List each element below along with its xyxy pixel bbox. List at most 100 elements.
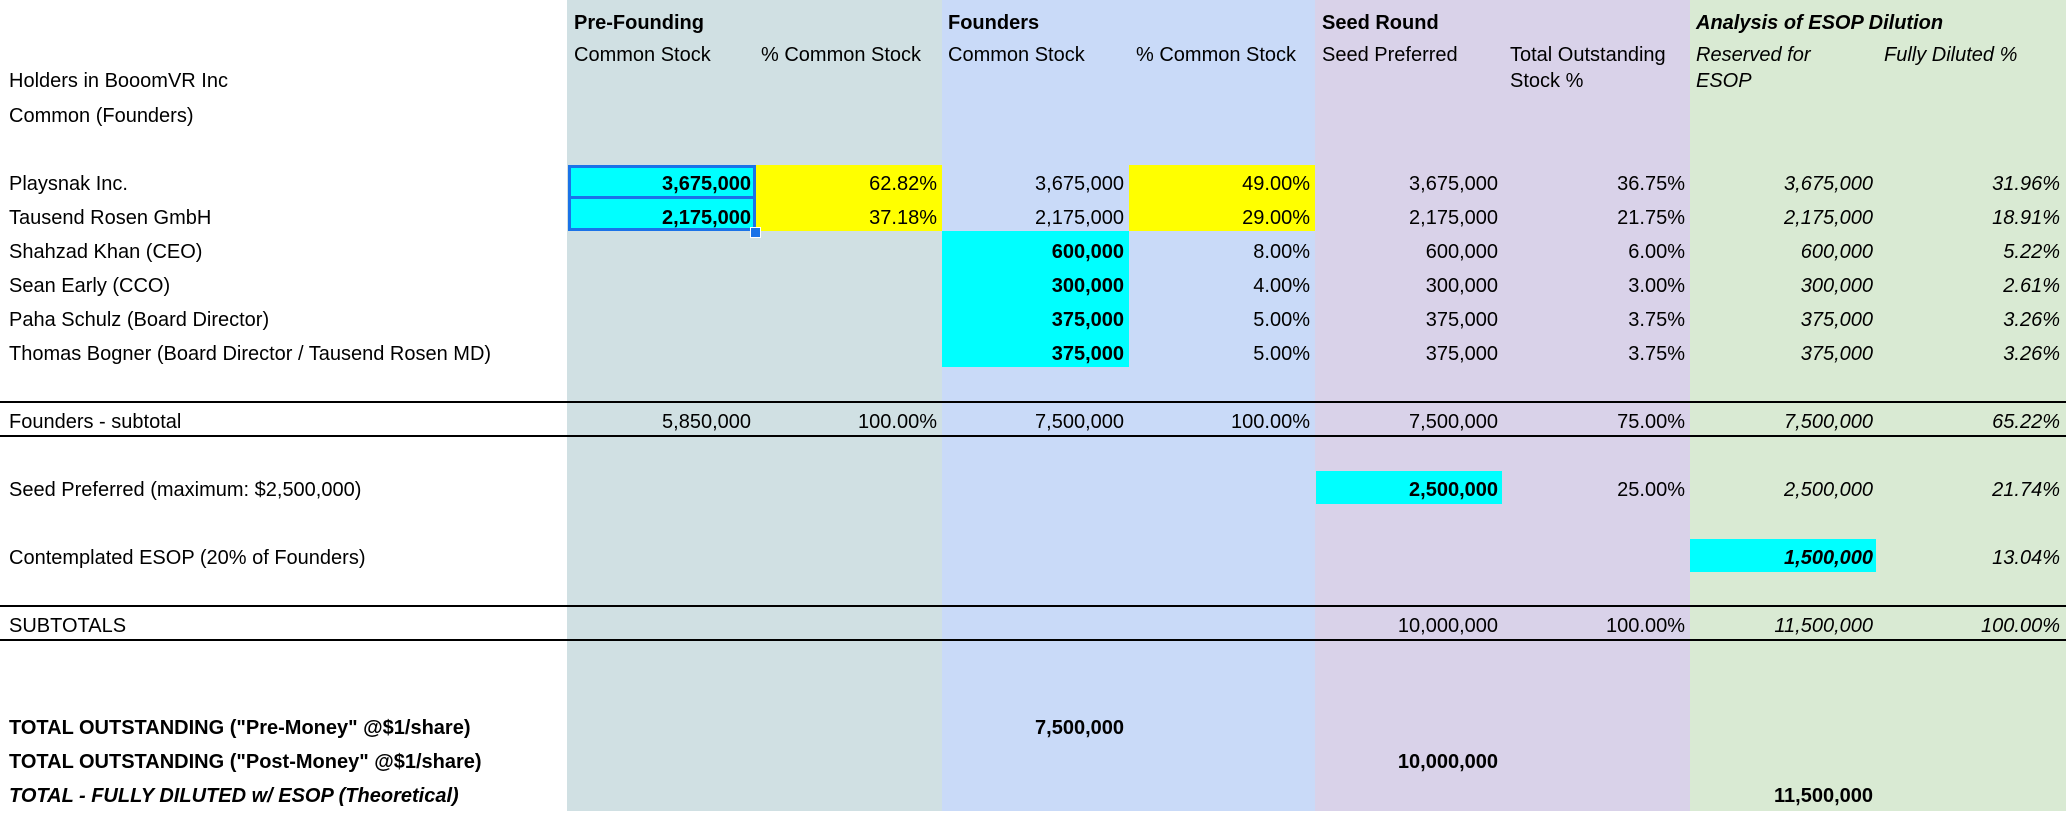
holder-pre-pct[interactable] (755, 239, 937, 265)
holder-total-outstanding[interactable]: 3.00% (1628, 275, 1685, 297)
subtotals-esop-reserved[interactable]: 11,500,000 (1774, 615, 1873, 637)
group-header-pre-founding: Pre-Founding (574, 12, 704, 34)
holder-total-outstanding[interactable]: 6.00% (1628, 241, 1685, 263)
subtotal-founders-stock[interactable]: 7,500,000 (1035, 411, 1124, 433)
esop-row-reserved[interactable]: 1,500,000 (1784, 547, 1873, 569)
subtotal-total-outstanding[interactable]: 75.00% (1617, 411, 1685, 433)
holder-seed-preferred[interactable]: 300,000 (1425, 275, 1498, 297)
holder-pre-pct[interactable]: 37.18% (869, 207, 937, 229)
divider-above-subtotals (0, 605, 2066, 607)
highlight-founders-pct (1129, 165, 1315, 231)
holder-total-outstanding[interactable]: 36.75% (1617, 173, 1685, 195)
subheader-pre-pct-common: % Common Stock (761, 44, 922, 66)
highlight-pre-pct (756, 165, 942, 231)
holder-pre-stock[interactable]: 2,175,000 (662, 207, 751, 229)
active-cell-outline[interactable] (568, 165, 756, 199)
subheader-pre-common-stock: Common Stock (574, 44, 711, 66)
holder-founders-stock[interactable]: 3,675,000 (1035, 173, 1124, 195)
holder-pre-stock[interactable] (567, 239, 751, 265)
highlight-tausend-pre-stock (568, 199, 755, 231)
seed-preferred-row-label: Seed Preferred (maximum: $2,500,000) (9, 479, 362, 501)
holder-pre-pct[interactable] (755, 341, 937, 367)
holder-esop-reserved[interactable]: 600,000 (1800, 241, 1873, 263)
esop-row-fully-diluted[interactable]: 13.04% (1992, 547, 2060, 569)
holder-total-outstanding[interactable]: 21.75% (1617, 207, 1685, 229)
total-pre-money-value[interactable]: 7,500,000 (1035, 717, 1124, 739)
holder-seed-preferred[interactable]: 375,000 (1425, 309, 1498, 331)
holder-esop-reserved[interactable]: 2,175,000 (1784, 207, 1873, 229)
holder-name: Thomas Bogner (Board Director / Tausend … (9, 343, 492, 365)
group-header-esop-dilution: Analysis of ESOP Dilution (1696, 12, 1944, 34)
label-holders: Holders in BooomVR Inc (9, 70, 228, 92)
subtotals-total-outstanding[interactable]: 100.00% (1606, 615, 1685, 637)
holder-founders-pct[interactable]: 5.00% (1253, 343, 1310, 365)
total-post-money-value[interactable]: 10,000,000 (1397, 751, 1498, 773)
group-header-seed-round: Seed Round (1322, 12, 1439, 34)
holder-total-outstanding[interactable]: 3.75% (1628, 309, 1685, 331)
subtotal-esop-reserved[interactable]: 7,500,000 (1784, 411, 1873, 433)
subheader-total-outstanding-line1: Total Outstanding (1510, 44, 1666, 66)
holder-name: Playsnak Inc. (9, 173, 128, 195)
holder-name: Paha Schulz (Board Director) (9, 309, 270, 331)
holder-founders-stock[interactable]: 375,000 (1051, 309, 1124, 331)
holder-seed-preferred[interactable]: 2,175,000 (1409, 207, 1498, 229)
seed-preferred-fully-diluted[interactable]: 21.74% (1992, 479, 2060, 501)
total-fully-diluted-value[interactable]: 11,500,000 (1774, 785, 1873, 807)
seed-preferred-value[interactable]: 2,500,000 (1409, 479, 1498, 501)
holder-founders-pct[interactable]: 29.00% (1242, 207, 1310, 229)
holder-founders-pct[interactable]: 8.00% (1253, 241, 1310, 263)
subtotals-row-label: SUBTOTALS (9, 615, 127, 637)
fill-handle[interactable] (750, 227, 761, 238)
holder-founders-pct[interactable]: 4.00% (1253, 275, 1310, 297)
seed-preferred-esop-reserved[interactable]: 2,500,000 (1784, 479, 1873, 501)
total-fully-diluted-label: TOTAL - FULLY DILUTED w/ ESOP (Theoretic… (9, 785, 459, 807)
holder-name: Tausend Rosen GmbH (9, 207, 212, 229)
holder-pre-pct[interactable] (755, 273, 937, 299)
highlight-playsnak-pre-stock (568, 165, 755, 197)
holder-esop-reserved[interactable]: 375,000 (1800, 343, 1873, 365)
holder-pre-stock[interactable]: 3,675,000 (662, 173, 751, 195)
holder-total-outstanding[interactable]: 3.75% (1628, 343, 1685, 365)
highlight-esop-reserved (1690, 539, 1876, 572)
holder-pre-stock[interactable] (567, 273, 751, 299)
holder-esop-reserved[interactable]: 3,675,000 (1784, 173, 1873, 195)
holder-fully-diluted[interactable]: 5.22% (2003, 241, 2060, 263)
holder-pre-stock[interactable] (567, 307, 751, 333)
divider-below-subtotals (0, 639, 2066, 641)
group-header-founders: Founders (948, 12, 1040, 34)
seed-preferred-total-pct[interactable]: 25.00% (1617, 479, 1685, 501)
holder-founders-stock[interactable]: 2,175,000 (1035, 207, 1124, 229)
subtotals-fully-diluted[interactable]: 100.00% (1981, 615, 2060, 637)
holder-fully-diluted[interactable]: 18.91% (1992, 207, 2060, 229)
holder-fully-diluted[interactable]: 3.26% (2003, 343, 2060, 365)
holder-pre-stock[interactable] (567, 341, 751, 367)
holder-esop-reserved[interactable]: 300,000 (1800, 275, 1873, 297)
subtotal-pre-pct[interactable]: 100.00% (858, 411, 937, 433)
subtotal-fully-diluted[interactable]: 65.22% (1992, 411, 2060, 433)
holder-pre-pct[interactable]: 62.82% (869, 173, 937, 195)
holder-founders-pct[interactable]: 5.00% (1253, 309, 1310, 331)
subheader-reserved-esop-line2: ESOP (1696, 70, 1752, 92)
holder-pre-pct[interactable] (755, 307, 937, 333)
divider-above-subtotal (0, 401, 2066, 403)
subtotal-founders-pct[interactable]: 100.00% (1231, 411, 1310, 433)
holder-fully-diluted[interactable]: 3.26% (2003, 309, 2060, 331)
holder-fully-diluted[interactable]: 31.96% (1992, 173, 2060, 195)
holder-founders-stock[interactable]: 300,000 (1051, 275, 1124, 297)
subtotals-seed-preferred[interactable]: 10,000,000 (1397, 615, 1498, 637)
subtotal-seed-preferred[interactable]: 7,500,000 (1409, 411, 1498, 433)
holder-seed-preferred[interactable]: 600,000 (1425, 241, 1498, 263)
total-pre-money-label: TOTAL OUTSTANDING ("Pre-Money" @$1/share… (9, 717, 471, 739)
divider-below-subtotal (0, 435, 2066, 437)
holder-founders-pct[interactable]: 49.00% (1242, 173, 1310, 195)
holder-esop-reserved[interactable]: 375,000 (1800, 309, 1873, 331)
holder-seed-preferred[interactable]: 375,000 (1425, 343, 1498, 365)
holder-fully-diluted[interactable]: 2.61% (2003, 275, 2060, 297)
subtotal-pre-stock[interactable]: 5,850,000 (662, 411, 751, 433)
subheader-fully-diluted-pct: Fully Diluted % (1884, 44, 2018, 66)
subheader-founders-common-stock: Common Stock (948, 44, 1085, 66)
holder-founders-stock[interactable]: 375,000 (1051, 343, 1124, 365)
holder-seed-preferred[interactable]: 3,675,000 (1409, 173, 1498, 195)
holder-founders-stock[interactable]: 600,000 (1051, 241, 1124, 263)
